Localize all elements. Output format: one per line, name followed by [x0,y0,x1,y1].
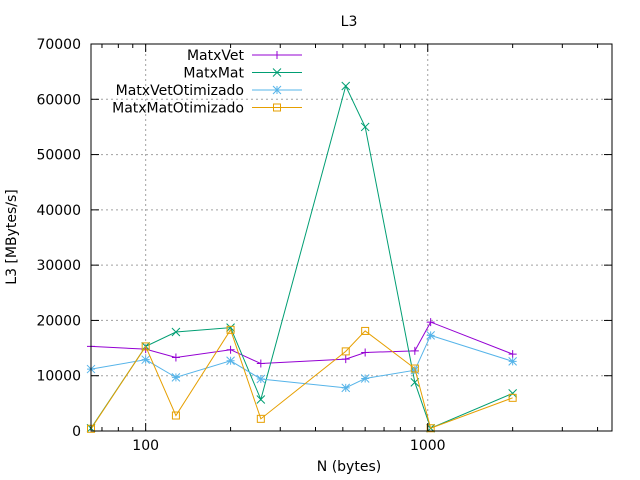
legend-label: MatxVetOtimizado [116,83,244,99]
series-line [90,321,513,365]
y-tick-label: 0 [72,424,81,440]
x-tick-label: 100 [132,438,159,454]
legend-label: MatxMat [183,66,244,82]
data-point-marker [361,326,370,335]
series-line [90,84,513,429]
data-point-marker [256,374,266,384]
data-point-marker [256,414,265,423]
y-axis-label: L3 [MBytes/s] [4,189,20,284]
legend-entry: MatxVet [187,48,302,64]
data-point-marker [171,353,180,362]
data-point-marker [426,318,435,327]
data-point-marker [256,395,266,404]
data-point-marker [410,364,419,373]
data-point-marker [272,68,282,77]
data-point-marker [141,355,151,365]
data-point-marker [341,383,351,393]
y-tick-label: 10000 [36,369,81,385]
data-point-marker [171,327,181,337]
series-line [90,328,513,430]
y-tick-label: 70000 [36,37,81,53]
data-point-marker [426,424,435,433]
data-point-marker [226,325,235,334]
data-point-marker [272,85,282,95]
chart-title: L3 [341,14,358,30]
data-point-marker [171,373,181,382]
data-point-marker [341,355,350,364]
data-point-marker [141,342,150,351]
legend-label: MatxVet [187,48,245,64]
y-tick-label: 20000 [36,313,81,329]
data-point-marker [508,350,517,359]
legend-entry: MatxMat [183,66,302,82]
data-point-marker [508,393,517,402]
series-matxmat [86,81,518,433]
data-point-marker [273,103,281,112]
y-tick-label: 60000 [36,92,81,108]
legend-entry: MatxMatOtimizado [112,101,302,117]
data-point-marker [360,122,370,132]
data-point-marker [256,359,265,368]
data-point-marker [508,389,518,398]
data-point-marker [426,331,436,340]
x-tick-label: 1000 [410,438,446,454]
plot-frame [90,43,613,432]
data-point-marker [226,356,235,366]
x-axis-label: N (bytes) [317,459,381,475]
y-tick-label: 50000 [36,148,81,164]
series-line [90,334,513,389]
data-point-marker [226,345,235,354]
data-point-marker [226,323,235,332]
series-layer [86,81,518,433]
data-point-marker [361,348,370,357]
y-tick-label: 30000 [36,258,81,274]
data-point-marker [508,356,518,366]
data-point-marker [341,347,350,356]
legend-label: MatxMatOtimizado [112,101,244,117]
legend-entry: MatxVetOtimizado [116,83,302,99]
series-matxmatotimizado [87,325,517,433]
axis-ticks: 0 10000 20000 30000 40000 50000 60000 70000 100 1… [36,37,612,454]
y-tick-label: 40000 [36,203,81,219]
data-point-marker [360,374,370,383]
data-point-marker [341,81,351,91]
data-point-marker [171,411,180,420]
series-matxvet [87,318,517,368]
data-point-marker [273,51,281,59]
data-point-marker [410,346,419,355]
